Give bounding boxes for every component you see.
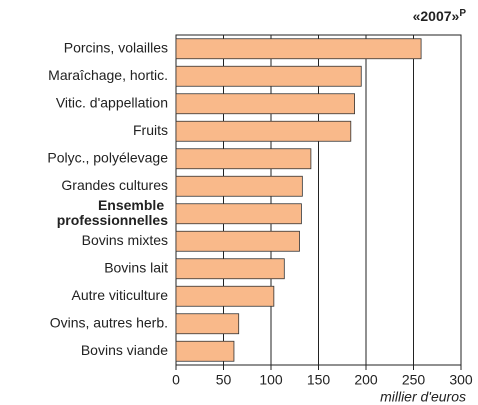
- y-tick-label: Vitic. d'appellation: [56, 94, 168, 110]
- x-axis-label: millier d'euros: [380, 389, 466, 405]
- bar: [175, 120, 352, 142]
- y-tick-label: Ovins, autres herb.: [50, 314, 168, 330]
- x-tick-label: 300: [449, 372, 473, 388]
- y-tick-label: Autre viticulture: [72, 287, 169, 303]
- x-tick-label: 200: [354, 372, 378, 388]
- y-tick-label: Ensemble professionnelles: [57, 196, 168, 227]
- title-text: «2007»: [413, 8, 460, 24]
- bar: [175, 148, 312, 170]
- bar: [175, 93, 356, 115]
- bar: [175, 65, 362, 87]
- y-tick-label: Grandes cultures: [61, 177, 168, 193]
- x-tick-label: 100: [259, 372, 283, 388]
- x-tick-label: 50: [216, 372, 232, 388]
- bar: [175, 313, 240, 335]
- bar: [175, 258, 285, 280]
- x-tick-label: 0: [172, 372, 180, 388]
- bar: [175, 340, 235, 362]
- x-tick-label: 250: [402, 372, 426, 388]
- y-tick-label: Polyc., polyélevage: [47, 149, 168, 165]
- bar: [175, 285, 275, 307]
- y-tick-label: Bovins lait: [104, 259, 168, 275]
- y-tick-label: Porcins, volailles: [64, 39, 168, 55]
- y-tick-label: Bovins viande: [81, 342, 168, 358]
- title-note: P: [459, 8, 466, 19]
- label-line: professionnelles: [57, 211, 168, 227]
- bar: [175, 175, 303, 197]
- y-tick-label: Bovins mixtes: [82, 232, 168, 248]
- bar: [175, 230, 300, 252]
- bar: [175, 203, 302, 225]
- bar: [175, 38, 422, 60]
- label-line: Ensemble: [98, 196, 168, 212]
- chart-title: «2007»P: [413, 8, 467, 24]
- y-tick-label: Maraîchage, hortic.: [48, 67, 168, 83]
- y-tick-label: Fruits: [133, 122, 168, 138]
- x-tick-label: 150: [307, 372, 331, 388]
